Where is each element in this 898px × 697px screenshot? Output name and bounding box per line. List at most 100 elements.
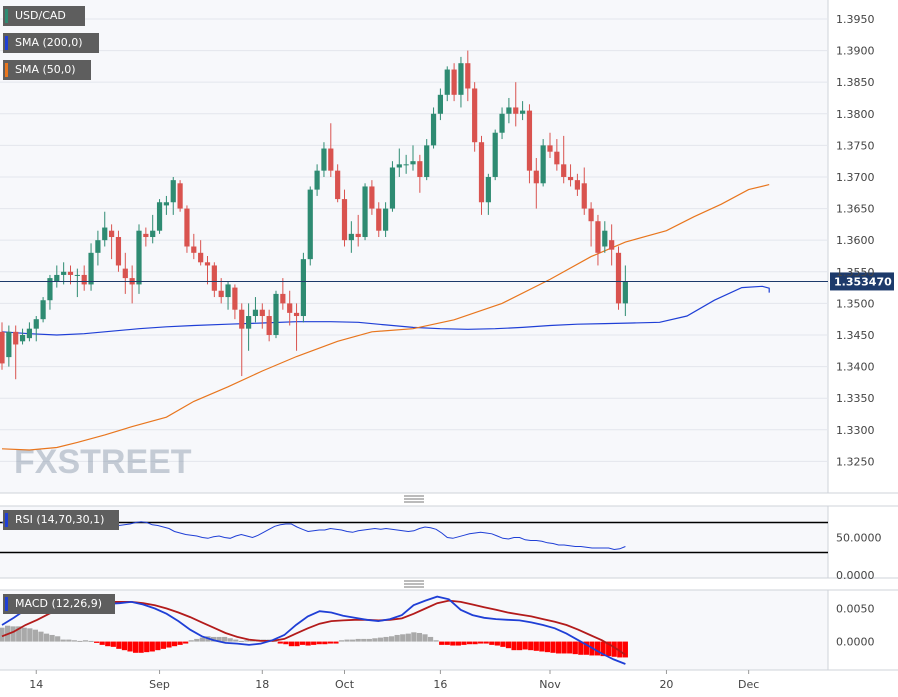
candle-body: [478, 142, 485, 203]
macd-histogram-bar: [238, 640, 244, 642]
price-tick-label: 1.3550: [836, 266, 875, 279]
candle-body: [239, 309, 245, 329]
price-tick-label: 1.3300: [836, 424, 875, 437]
macd-histogram-bar: [16, 626, 22, 642]
legend-macd[interactable]: MACD (12,26,9): [3, 594, 115, 614]
candle-body: [540, 145, 546, 184]
candle-body: [465, 63, 471, 89]
candle-body: [198, 252, 204, 263]
macd-histogram-bar: [294, 641, 300, 647]
candle-body: [122, 268, 128, 279]
candle-body: [622, 281, 628, 304]
candle-body: [177, 183, 183, 209]
legend-rsi-label: RSI (14,70,30,1): [15, 513, 105, 526]
resize-handle-icon[interactable]: [404, 580, 424, 588]
candle-body: [156, 202, 163, 231]
macd-histogram-bar: [606, 641, 612, 657]
price-tick-label: 1.3400: [836, 361, 875, 374]
candle-body: [246, 316, 252, 329]
macd-swatch-icon: [5, 597, 8, 611]
candle-body: [403, 164, 409, 166]
macd-histogram-bar: [439, 641, 445, 645]
macd-histogram-bar: [149, 641, 155, 652]
legend-sma50[interactable]: SMA (50,0): [3, 60, 91, 80]
price-tick-label: 1.3450: [836, 329, 875, 342]
macd-histogram-bar: [227, 638, 233, 642]
macd-histogram-bar: [433, 640, 439, 642]
macd-histogram-bar: [567, 641, 573, 654]
candle-body: [314, 170, 320, 190]
candle-body: [547, 145, 553, 152]
macd-histogram-bar: [388, 636, 395, 642]
x-tick-label: Oct: [335, 678, 355, 691]
macd-histogram-bar: [322, 641, 328, 645]
macd-histogram-bar: [199, 637, 205, 642]
candle-body: [273, 293, 279, 335]
sma200-line: [1, 285, 770, 336]
macd-histogram-bar: [183, 641, 189, 644]
price-tick-label: 1.3500: [836, 297, 875, 310]
macd-histogram-bar: [528, 641, 534, 651]
candle-body: [136, 230, 142, 285]
macd-histogram-bar: [517, 641, 523, 651]
x-tick-label: 20: [659, 678, 673, 691]
resize-handle-icon[interactable]: [404, 495, 424, 503]
macd-histogram-bar: [372, 638, 378, 642]
candle-body: [389, 167, 396, 209]
macd-histogram-bar: [311, 641, 317, 645]
macd-histogram-bar: [377, 637, 384, 642]
last-price-badge: [830, 272, 894, 291]
macd-histogram-bar: [121, 641, 128, 651]
macd-histogram-bar: [405, 633, 411, 642]
macd-histogram-bar: [422, 634, 428, 642]
macd-histogram-bar: [594, 641, 601, 656]
price-tick-label: 1.3350: [836, 392, 875, 405]
macd-histogram-bar: [21, 627, 27, 642]
macd-histogram-bar: [77, 640, 83, 642]
macd-histogram-bar: [188, 640, 194, 642]
rsi-tick-label: 50.0000: [836, 532, 882, 545]
macd-histogram-bar: [216, 636, 222, 642]
candle-body: [335, 170, 341, 200]
symbol-swatch-icon: [5, 9, 8, 23]
candle-body: [280, 293, 286, 304]
x-tick-label: 18: [255, 678, 269, 691]
candle-body: [595, 221, 601, 253]
legend-rsi[interactable]: RSI (14,70,30,1): [3, 510, 119, 530]
price-tick-label: 1.3800: [836, 108, 875, 121]
macd-histogram-bar: [366, 638, 372, 642]
candle-body: [430, 113, 437, 146]
candle-body: [13, 331, 19, 345]
legend-symbol[interactable]: USD/CAD: [3, 6, 85, 26]
macd-histogram-bar: [478, 641, 484, 644]
price-tick-label: 1.3900: [836, 45, 875, 58]
candle-body: [362, 186, 368, 238]
candle-body: [424, 145, 430, 177]
watermark: FXSTREET: [14, 443, 192, 481]
legend-sma200[interactable]: SMA (200,0): [3, 33, 99, 53]
candle-body: [33, 319, 39, 329]
candle-body: [47, 278, 53, 301]
candle-body: [492, 132, 498, 177]
macd-histogram-bar: [394, 634, 400, 642]
macd-histogram-bar: [572, 641, 578, 655]
candle-body: [328, 148, 334, 171]
price-tick-label: 1.3250: [836, 455, 875, 468]
price-tick-label: 1.3700: [836, 171, 875, 184]
legend-sma200-label: SMA (200,0): [15, 36, 83, 49]
candle-body: [26, 328, 32, 339]
sma200-swatch-icon: [5, 36, 8, 50]
candle-body: [458, 63, 464, 95]
macd-histogram-bar: [578, 641, 584, 655]
macd-tick-label: 0.0000: [836, 636, 875, 649]
macd-histogram-bar: [27, 628, 33, 642]
macd-histogram-bar: [489, 641, 495, 645]
candle-body: [88, 252, 94, 285]
candle-body: [602, 230, 608, 247]
candle-body: [204, 262, 211, 266]
candle-body: [287, 303, 293, 313]
candle-body: [520, 110, 526, 114]
macd-histogram-bar: [49, 634, 55, 642]
candle-body: [472, 88, 478, 143]
candle-body: [410, 161, 416, 165]
